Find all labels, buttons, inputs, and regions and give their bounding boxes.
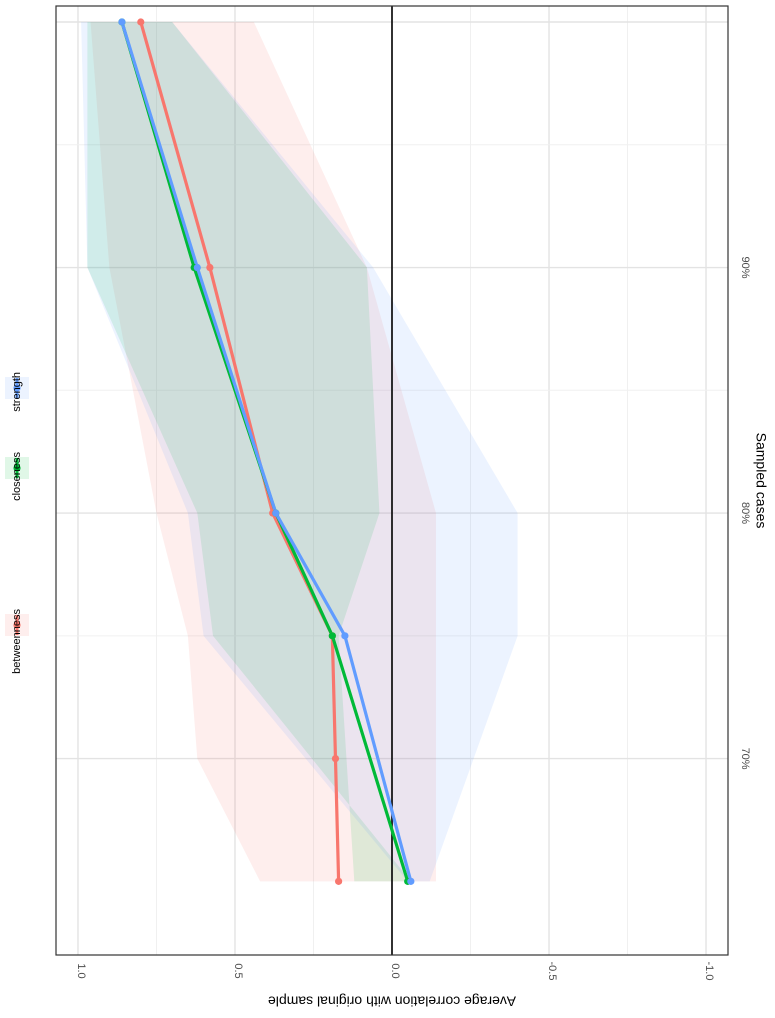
legend-key-closeness xyxy=(5,457,29,479)
x-tick-label: 90% xyxy=(739,257,751,279)
data-point-closeness xyxy=(328,632,336,640)
data-point-strength xyxy=(407,877,415,885)
data-point-strength xyxy=(193,263,201,272)
confidence-band-strength xyxy=(81,22,518,882)
y-tick-label: -0.5 xyxy=(546,962,558,981)
y-tick-label: -1.0 xyxy=(703,962,715,981)
x-tick-labels: 90% 80% 70% xyxy=(739,257,751,770)
data-point-betweenness xyxy=(335,877,343,885)
y-axis-title: Average correlation with original sample xyxy=(268,993,516,1009)
data-point-betweenness xyxy=(331,754,340,763)
y-tick-label: 0.5 xyxy=(232,963,244,978)
y-tick-label: 0.0 xyxy=(389,963,401,978)
data-point-strength xyxy=(118,18,126,26)
x-tick-label: 70% xyxy=(739,748,751,770)
legend-key-betweenness xyxy=(5,614,29,636)
x-axis-title: Sampled cases xyxy=(753,433,769,529)
confidence-bands xyxy=(81,22,518,882)
legend-label-strength: strength xyxy=(11,372,23,412)
legend-key-point xyxy=(13,621,21,629)
legend-key-point xyxy=(13,464,21,472)
legend-label-closeness: closeness xyxy=(11,452,23,501)
panel-border xyxy=(55,5,729,956)
series-points xyxy=(118,18,415,885)
y-tick-label: 1.0 xyxy=(75,963,87,978)
x-tick-label: 80% xyxy=(739,502,751,524)
confidence-band-betweenness xyxy=(90,22,436,882)
y-tick-labels: 1.0 0.5 0.0 -0.5 -1.0 xyxy=(75,962,715,981)
confidence-band-closeness xyxy=(87,22,411,882)
legend-key-strength xyxy=(5,377,29,399)
data-point-betweenness xyxy=(206,263,214,272)
legend: betweenness closeness strength xyxy=(5,372,29,674)
data-point-strength xyxy=(341,632,349,640)
data-point-betweenness xyxy=(137,18,145,26)
legend-key-point xyxy=(13,384,21,392)
data-point-strength xyxy=(272,509,280,517)
legend-label-betweenness: betweenness xyxy=(11,609,23,674)
